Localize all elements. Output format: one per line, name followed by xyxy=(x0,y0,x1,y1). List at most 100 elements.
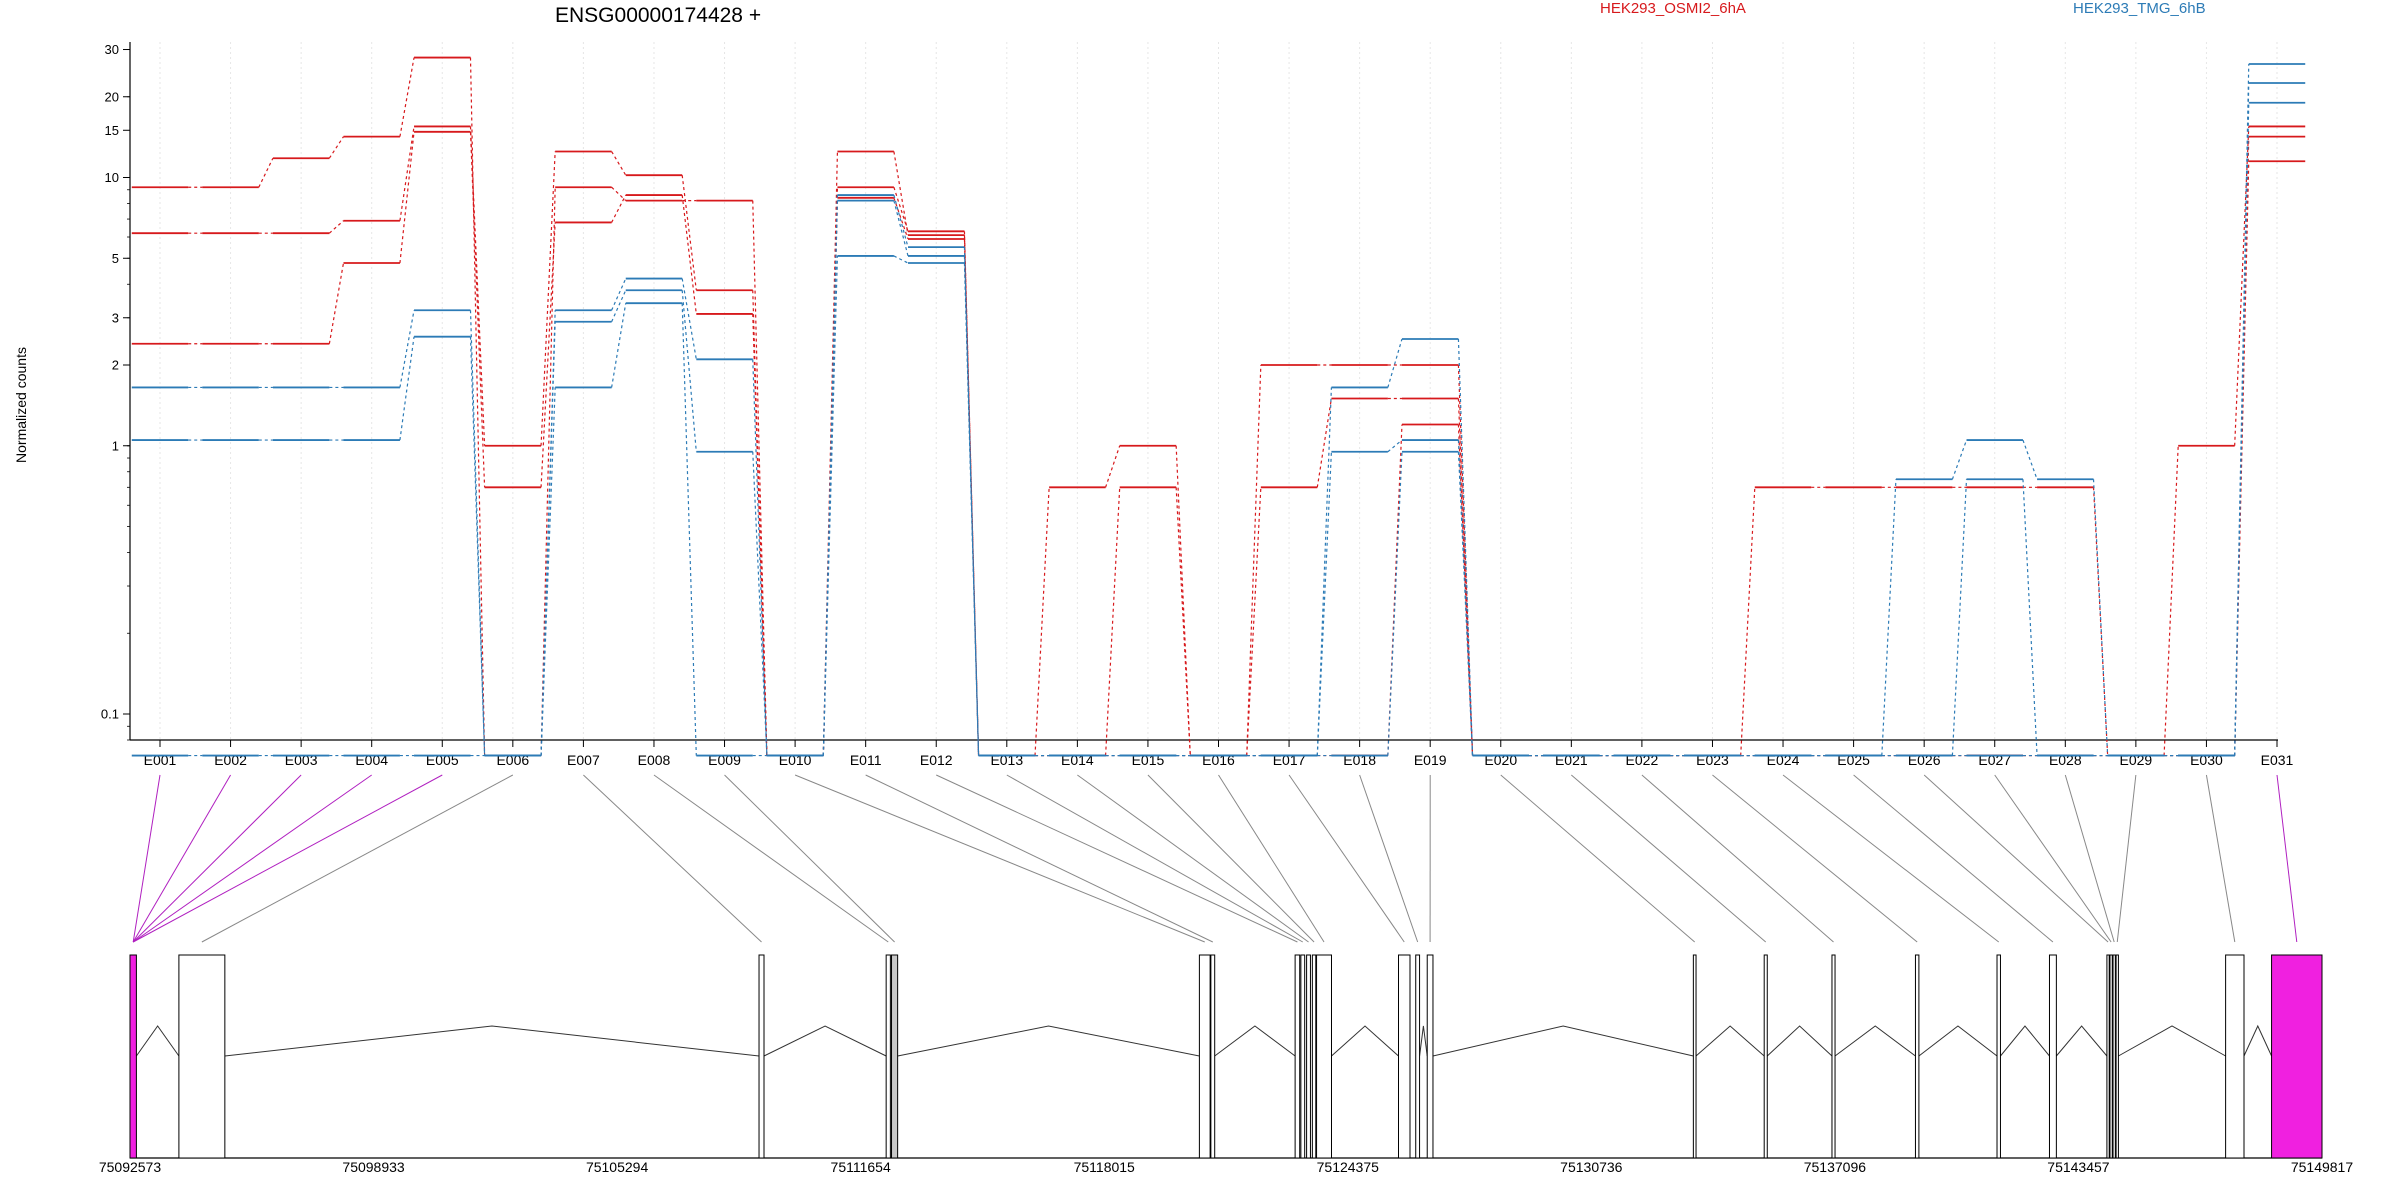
coordinate-label: 75143457 xyxy=(2047,1159,2110,1175)
x-tick-label: E004 xyxy=(355,752,388,768)
y-tick-label: 10 xyxy=(105,170,119,185)
series-connector xyxy=(399,131,415,264)
series-connector xyxy=(328,220,344,234)
x-tick-label: E023 xyxy=(1696,752,1729,768)
intron-line xyxy=(763,1025,887,1057)
series-connector xyxy=(540,387,556,756)
intron-line xyxy=(135,1025,180,1057)
series-connector xyxy=(2092,487,2109,756)
series-connector xyxy=(893,255,909,264)
series-connector xyxy=(469,310,486,756)
series-connector xyxy=(1175,445,1191,756)
x-tick-label: E019 xyxy=(1414,752,1447,768)
coordinate-label: 75118015 xyxy=(1074,1159,1135,1175)
exon-box xyxy=(2225,954,2245,1159)
exon-connector xyxy=(1359,774,1419,943)
series-connector xyxy=(1105,445,1121,488)
x-tick-label: E003 xyxy=(285,752,318,768)
y-tick-label: 2 xyxy=(112,358,119,373)
x-tick-label: E015 xyxy=(1132,752,1165,768)
coordinate-label: 75098933 xyxy=(342,1159,405,1175)
series-connector xyxy=(469,126,486,446)
exon-box xyxy=(2106,954,2110,1159)
exon-connector xyxy=(1288,774,1405,943)
series-connector xyxy=(1387,439,1403,453)
grid-layer xyxy=(159,42,2278,740)
coordinate-label: 75111654 xyxy=(831,1159,891,1175)
exon-box xyxy=(178,954,226,1159)
intron-line xyxy=(1766,1025,1833,1057)
series-connector xyxy=(399,310,415,388)
exon-box xyxy=(1996,954,2001,1159)
x-tick-label: E022 xyxy=(1626,752,1659,768)
series-connector xyxy=(399,126,415,221)
series-connector xyxy=(469,336,486,756)
exon-connector xyxy=(865,774,1214,943)
y-tick-label: 5 xyxy=(112,251,119,266)
series-connector xyxy=(1246,487,1262,756)
series-connector xyxy=(893,197,909,240)
exon-connector xyxy=(1077,774,1309,943)
exon-box xyxy=(1316,954,1332,1159)
exon-connector xyxy=(1218,774,1325,943)
exon-box xyxy=(1831,954,1836,1159)
exon-connector xyxy=(1712,774,1918,943)
series-connector xyxy=(540,222,556,488)
exon-box xyxy=(1198,954,1211,1159)
series-layer xyxy=(131,56,2306,757)
series-connector xyxy=(1104,487,1121,756)
x-tick-label: E008 xyxy=(638,752,671,768)
legend-entry-tmg: HEK293_TMG_6hB xyxy=(2073,0,2206,17)
exon-box xyxy=(2271,954,2323,1159)
exon-box xyxy=(2109,954,2113,1159)
exon-connector xyxy=(2276,774,2298,943)
series-connector xyxy=(1175,487,1191,756)
intron-line xyxy=(2000,1025,2050,1057)
x-tick-label: E021 xyxy=(1555,752,1588,768)
exon-box xyxy=(1294,954,1301,1159)
coordinate-label: 75092573 xyxy=(99,1159,162,1175)
x-tick-label: E025 xyxy=(1837,752,1870,768)
y-axis-label: Normalized counts xyxy=(13,347,29,463)
exon-connector xyxy=(1641,774,1834,943)
intron-line xyxy=(2243,1024,2273,1057)
coordinate-label: 75124375 xyxy=(1317,1159,1380,1175)
series-connector xyxy=(540,187,556,756)
x-tick-label: E010 xyxy=(779,752,812,768)
series-connector xyxy=(1881,479,1897,756)
x-tick-label: E014 xyxy=(1061,752,1094,768)
x-tick-label: E017 xyxy=(1273,752,1306,768)
x-tick-label: E011 xyxy=(850,752,882,768)
series-connector xyxy=(328,136,344,159)
x-tick-label: E006 xyxy=(496,752,529,768)
exon-connector xyxy=(1782,774,2000,943)
x-tick-label: E027 xyxy=(1978,752,2011,768)
exon-box xyxy=(1426,954,1434,1159)
x-tick-label: E002 xyxy=(214,752,247,768)
intron-line xyxy=(1214,1025,1296,1057)
x-tick-label: E005 xyxy=(426,752,459,768)
x-tick-label: E012 xyxy=(920,752,953,768)
x-tick-label: E018 xyxy=(1343,752,1376,768)
series-connector xyxy=(1740,487,1756,756)
plot-axes: 0.1 1 2 3 5 10 15 20 30 E001 E002 E003 E004 E005 E006 E… xyxy=(101,42,2294,768)
series-group xyxy=(131,101,2306,757)
exon-connector xyxy=(132,774,302,943)
exon-connector xyxy=(2116,774,2137,943)
series-connector xyxy=(681,195,697,315)
exon-box xyxy=(1398,954,1411,1159)
series-connector xyxy=(2163,445,2179,756)
exon-connector xyxy=(1571,774,1767,943)
exon-box xyxy=(1415,954,1421,1159)
series-connector xyxy=(1951,439,1968,480)
y-tick-label: 0.1 xyxy=(101,707,119,722)
y-tick-label: 20 xyxy=(105,89,119,104)
coordinate-label: 75137096 xyxy=(1804,1159,1867,1175)
x-tick-label: E028 xyxy=(2049,752,2082,768)
series-connector xyxy=(258,157,274,188)
coordinate-label: 75105294 xyxy=(586,1159,649,1175)
y-tick-label: 30 xyxy=(105,42,119,57)
series-connector xyxy=(822,200,839,756)
intron-line xyxy=(1331,1025,1399,1057)
